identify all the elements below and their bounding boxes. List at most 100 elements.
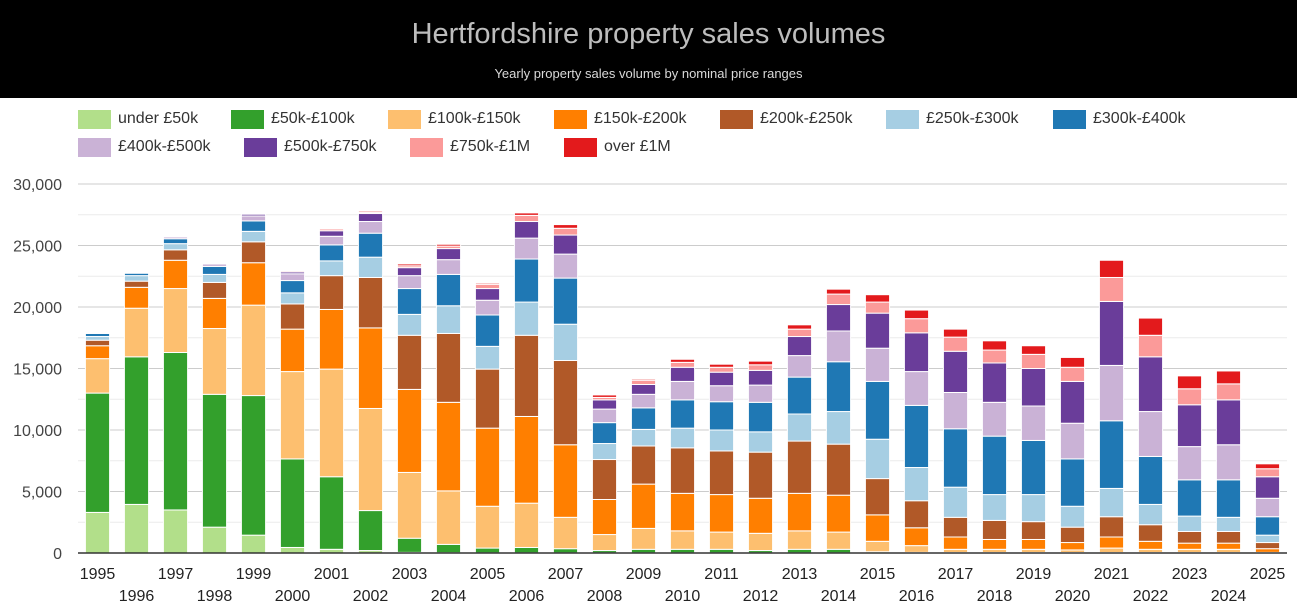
bar-stack[interactable]	[864, 294, 891, 554]
bar-segment[interactable]	[279, 546, 306, 554]
bar-segment[interactable]	[1098, 487, 1125, 518]
bar-segment[interactable]	[357, 210, 384, 213]
bar-segment[interactable]	[396, 537, 423, 553]
bar-segment[interactable]	[1176, 479, 1203, 517]
bar-segment[interactable]	[318, 275, 345, 310]
bar-segment[interactable]	[669, 492, 696, 532]
bar-segment[interactable]	[240, 395, 267, 536]
legend-item[interactable]: £250k-£300k	[886, 108, 1019, 130]
bar-segment[interactable]	[1137, 411, 1164, 457]
bar-stack[interactable]	[1254, 463, 1281, 554]
bar-segment[interactable]	[747, 401, 774, 433]
bar-segment[interactable]	[708, 385, 735, 403]
bar-segment[interactable]	[708, 450, 735, 496]
bar-segment[interactable]	[708, 371, 735, 387]
bar-segment[interactable]	[240, 534, 267, 554]
bar-stack[interactable]	[591, 394, 618, 554]
bar-segment[interactable]	[630, 407, 657, 430]
legend-item[interactable]: under £50k	[78, 108, 198, 130]
bar-segment[interactable]	[1098, 300, 1125, 366]
bar-segment[interactable]	[1215, 444, 1242, 481]
bar-segment[interactable]	[747, 384, 774, 403]
bar-segment[interactable]	[942, 486, 969, 518]
bar-segment[interactable]	[942, 336, 969, 352]
bar-segment[interactable]	[1098, 364, 1125, 422]
bar-segment[interactable]	[669, 427, 696, 449]
bar-segment[interactable]	[162, 233, 189, 236]
bar-segment[interactable]	[552, 253, 579, 279]
bar-segment[interactable]	[474, 368, 501, 429]
bar-segment[interactable]	[903, 527, 930, 547]
bar-segment[interactable]	[1020, 538, 1047, 550]
bar-stack[interactable]	[84, 331, 111, 554]
legend-item[interactable]: £50k-£100k	[231, 108, 355, 130]
bar-stack[interactable]	[435, 243, 462, 554]
bar-segment[interactable]	[825, 443, 852, 496]
legend-item[interactable]: over £1M	[564, 136, 671, 158]
bar-segment[interactable]	[552, 234, 579, 255]
bar-segment[interactable]	[864, 514, 891, 542]
bar-segment[interactable]	[513, 415, 540, 504]
bar-segment[interactable]	[552, 444, 579, 518]
bar-segment[interactable]	[1059, 422, 1086, 460]
bar-segment[interactable]	[357, 256, 384, 278]
bar-segment[interactable]	[1098, 536, 1125, 549]
bar-segment[interactable]	[123, 503, 150, 554]
bar-segment[interactable]	[513, 237, 540, 260]
bar-segment[interactable]	[981, 349, 1008, 364]
bar-segment[interactable]	[357, 327, 384, 409]
bar-segment[interactable]	[786, 328, 813, 338]
bar-segment[interactable]	[669, 358, 696, 363]
bar-segment[interactable]	[1020, 368, 1047, 407]
bar-segment[interactable]	[630, 379, 657, 385]
bar-segment[interactable]	[474, 427, 501, 507]
bar-segment[interactable]	[396, 388, 423, 473]
legend-item[interactable]: £150k-£200k	[554, 108, 687, 130]
bar-segment[interactable]	[942, 328, 969, 338]
bar-stack[interactable]	[123, 269, 150, 554]
bar-segment[interactable]	[1254, 516, 1281, 536]
bar-segment[interactable]	[1176, 375, 1203, 390]
bar-segment[interactable]	[201, 265, 228, 275]
bar-segment[interactable]	[825, 288, 852, 295]
bar-segment[interactable]	[708, 429, 735, 452]
bar-segment[interactable]	[435, 332, 462, 403]
bar-segment[interactable]	[864, 347, 891, 382]
bar-segment[interactable]	[825, 531, 852, 550]
bar-segment[interactable]	[591, 408, 618, 424]
bar-segment[interactable]	[591, 394, 618, 398]
bar-segment[interactable]	[1176, 530, 1203, 544]
bar-segment[interactable]	[474, 288, 501, 301]
bar-segment[interactable]	[1020, 521, 1047, 540]
bar-segment[interactable]	[1059, 458, 1086, 507]
bar-segment[interactable]	[279, 273, 306, 282]
bar-stack[interactable]	[630, 378, 657, 554]
bar-segment[interactable]	[903, 332, 930, 373]
bar-segment[interactable]	[513, 546, 540, 554]
bar-stack[interactable]	[669, 358, 696, 554]
bar-stack[interactable]	[474, 282, 501, 554]
bar-segment[interactable]	[162, 238, 189, 245]
bar-segment[interactable]	[630, 428, 657, 447]
bar-segment[interactable]	[591, 459, 618, 500]
bar-segment[interactable]	[1254, 468, 1281, 478]
bar-segment[interactable]	[1176, 542, 1203, 550]
bar-segment[interactable]	[747, 451, 774, 499]
bar-segment[interactable]	[318, 476, 345, 550]
bar-segment[interactable]	[1254, 534, 1281, 544]
bar-segment[interactable]	[981, 519, 1008, 540]
bar-segment[interactable]	[942, 350, 969, 393]
bar-segment[interactable]	[747, 369, 774, 386]
bar-segment[interactable]	[864, 294, 891, 303]
bar-segment[interactable]	[513, 221, 540, 239]
bar-segment[interactable]	[630, 445, 657, 485]
bar-segment[interactable]	[435, 259, 462, 275]
bar-segment[interactable]	[474, 299, 501, 316]
bar-segment[interactable]	[435, 401, 462, 492]
bar-segment[interactable]	[825, 361, 852, 413]
bar-stack[interactable]	[318, 227, 345, 554]
bar-segment[interactable]	[591, 534, 618, 552]
bar-segment[interactable]	[786, 440, 813, 494]
bar-segment[interactable]	[513, 214, 540, 223]
bar-segment[interactable]	[981, 538, 1008, 550]
